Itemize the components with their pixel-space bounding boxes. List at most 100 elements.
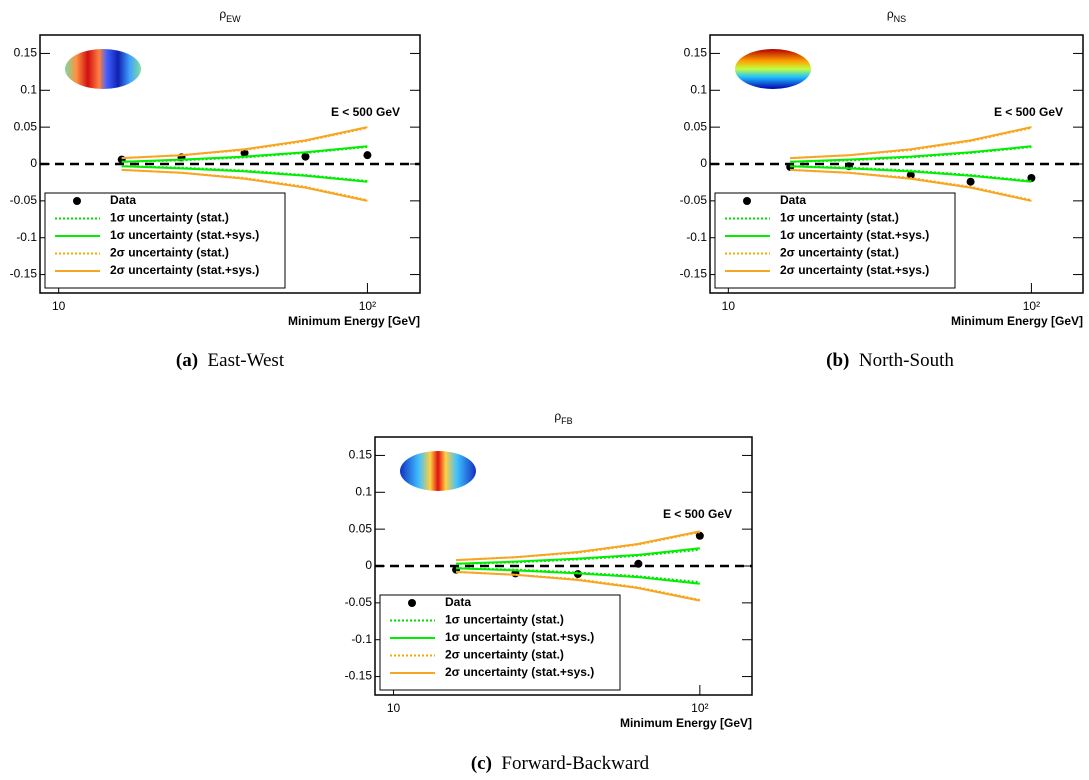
legend-box	[379, 594, 621, 691]
caption-label: (b)	[826, 350, 849, 371]
legend-marker	[73, 197, 81, 205]
title-symbol: ρ	[887, 7, 894, 21]
band-line	[121, 126, 368, 160]
title-subscript: NS	[894, 14, 907, 24]
annotation: E < 500 GeV	[331, 105, 400, 119]
title-subscript: FB	[561, 416, 573, 426]
y-tick-label: 0.05	[14, 119, 38, 133]
legend-label: 1σ uncertainty (stat.+sys.)	[110, 228, 259, 242]
x-tick-label: 10²	[359, 299, 376, 313]
title-symbol: ρ	[219, 7, 226, 21]
legend-box	[44, 192, 286, 289]
x-tick-label: 10²	[1023, 299, 1040, 313]
band-line	[456, 547, 700, 565]
chart-title: ρNS	[887, 7, 906, 24]
x-tick-label: 10	[387, 701, 401, 715]
x-tick-label: 10	[52, 299, 66, 313]
band-line	[790, 168, 1032, 202]
legend-label: Data	[780, 193, 806, 207]
y-tick-label: 0.1	[20, 82, 37, 96]
legend-label: 2σ uncertainty (stat.+sys.)	[780, 263, 929, 277]
caption-spacer	[849, 350, 859, 371]
band-line	[790, 145, 1032, 163]
data-point	[695, 531, 704, 540]
band-line	[456, 530, 700, 562]
legend-label: Data	[445, 595, 471, 609]
legend-label: 1σ uncertainty (stat.)	[110, 211, 229, 225]
legend-label: 2σ uncertainty (stat.)	[780, 246, 899, 260]
data-point	[301, 152, 310, 161]
data-point	[966, 177, 975, 186]
legend-box	[714, 192, 956, 289]
y-tick-label: 0	[700, 156, 707, 170]
chart-title: ρFB	[554, 409, 572, 426]
y-tick-label: -0.1	[686, 230, 707, 244]
legend-label: 2σ uncertainty (stat.)	[445, 648, 564, 662]
band-line	[790, 126, 1032, 160]
caption-label: (c)	[471, 753, 492, 774]
band-line	[790, 165, 1032, 183]
band-line	[121, 145, 368, 163]
band-line	[790, 126, 1032, 160]
legend-label: 1σ uncertainty (stat.)	[445, 613, 564, 627]
caption: (a) East-West	[176, 350, 285, 371]
y-tick-label: 0.05	[349, 521, 373, 535]
data-point	[634, 559, 643, 568]
y-tick-label: -0.05	[345, 595, 373, 609]
caption-spacer	[198, 350, 208, 371]
y-tick-label: -0.05	[10, 193, 38, 207]
caption-text: North-South	[859, 350, 955, 371]
band-line	[121, 165, 368, 183]
annotation: E < 500 GeV	[663, 507, 732, 521]
x-tick-label: 10	[722, 299, 736, 313]
y-tick-label: 0.1	[355, 484, 372, 498]
y-tick-label: -0.15	[10, 267, 38, 281]
x-axis-label: Minimum Energy [GeV]	[620, 716, 752, 730]
map-icon	[65, 49, 141, 89]
title-subscript: EW	[226, 14, 241, 24]
caption-text: Forward-Backward	[501, 753, 649, 774]
data-point	[906, 171, 915, 180]
y-tick-label: -0.15	[680, 267, 708, 281]
data-point	[363, 151, 372, 160]
band-line	[456, 570, 700, 602]
y-tick-label: -0.15	[345, 669, 373, 683]
x-axis-label: Minimum Energy [GeV]	[288, 314, 420, 328]
caption-spacer	[492, 753, 502, 774]
y-tick-label: -0.1	[16, 230, 37, 244]
caption-label: (a)	[176, 350, 198, 371]
legend-label: 2σ uncertainty (stat.+sys.)	[445, 665, 594, 679]
legend-marker	[408, 599, 416, 607]
legend-label: 1σ uncertainty (stat.+sys.)	[445, 630, 594, 644]
band-line	[456, 531, 700, 562]
map-icon	[735, 49, 811, 89]
y-tick-label: 0.15	[684, 46, 708, 60]
data-point	[1027, 174, 1036, 183]
band-line	[456, 567, 700, 585]
legend-label: 1σ uncertainty (stat.+sys.)	[780, 228, 929, 242]
y-tick-label: -0.05	[680, 193, 708, 207]
caption: (b) North-South	[826, 350, 954, 371]
x-axis-label: Minimum Energy [GeV]	[951, 314, 1083, 328]
legend-label: 2σ uncertainty (stat.)	[110, 246, 229, 260]
y-tick-label: 0	[365, 558, 372, 572]
legend-label: 1σ uncertainty (stat.)	[780, 211, 899, 225]
legend-label: Data	[110, 193, 136, 207]
y-tick-label: -0.1	[351, 632, 372, 646]
title-symbol: ρ	[554, 409, 561, 423]
y-tick-label: 0	[30, 156, 37, 170]
x-tick-label: 10²	[691, 701, 708, 715]
chart-title: ρEW	[219, 7, 241, 24]
caption: (c) Forward-Backward	[471, 753, 650, 774]
legend-marker	[743, 197, 751, 205]
annotation: E < 500 GeV	[994, 105, 1063, 119]
y-tick-label: 0.15	[349, 448, 373, 462]
y-tick-label: 0.05	[684, 119, 708, 133]
y-tick-label: 0.1	[690, 82, 707, 96]
map-icon	[400, 451, 476, 491]
caption-text: East-West	[208, 350, 285, 371]
band-line	[121, 168, 368, 202]
y-tick-label: 0.15	[14, 46, 38, 60]
legend-label: 2σ uncertainty (stat.+sys.)	[110, 263, 259, 277]
